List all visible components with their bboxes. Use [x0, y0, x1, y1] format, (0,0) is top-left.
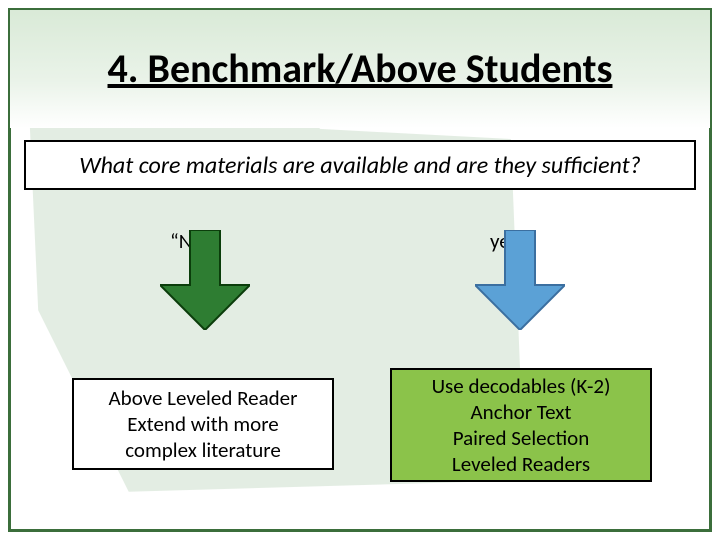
yes-result-line: Anchor Text [471, 399, 572, 425]
yes-result-line: Paired Selection [453, 425, 590, 451]
yes-result-line: Leveled Readers [452, 451, 590, 477]
no-result-line: complex literature [125, 437, 281, 463]
title-band: 4. Benchmark/Above Students [10, 10, 710, 128]
question-text: What core materials are available and ar… [79, 151, 641, 180]
yes-arrow [475, 230, 565, 330]
no-result-line: Above Leveled Reader [109, 385, 298, 411]
yes-result-line: Use decodables (K-2) [432, 373, 611, 399]
no-arrow [160, 230, 250, 330]
question-box: What core materials are available and ar… [24, 140, 696, 190]
yes-result-box: Use decodables (K-2)Anchor TextPaired Se… [390, 368, 652, 482]
slide-title: 4. Benchmark/Above Students [108, 47, 613, 91]
no-result-line: Extend with more [127, 411, 278, 437]
no-result-box: Above Leveled ReaderExtend with morecomp… [72, 378, 334, 470]
